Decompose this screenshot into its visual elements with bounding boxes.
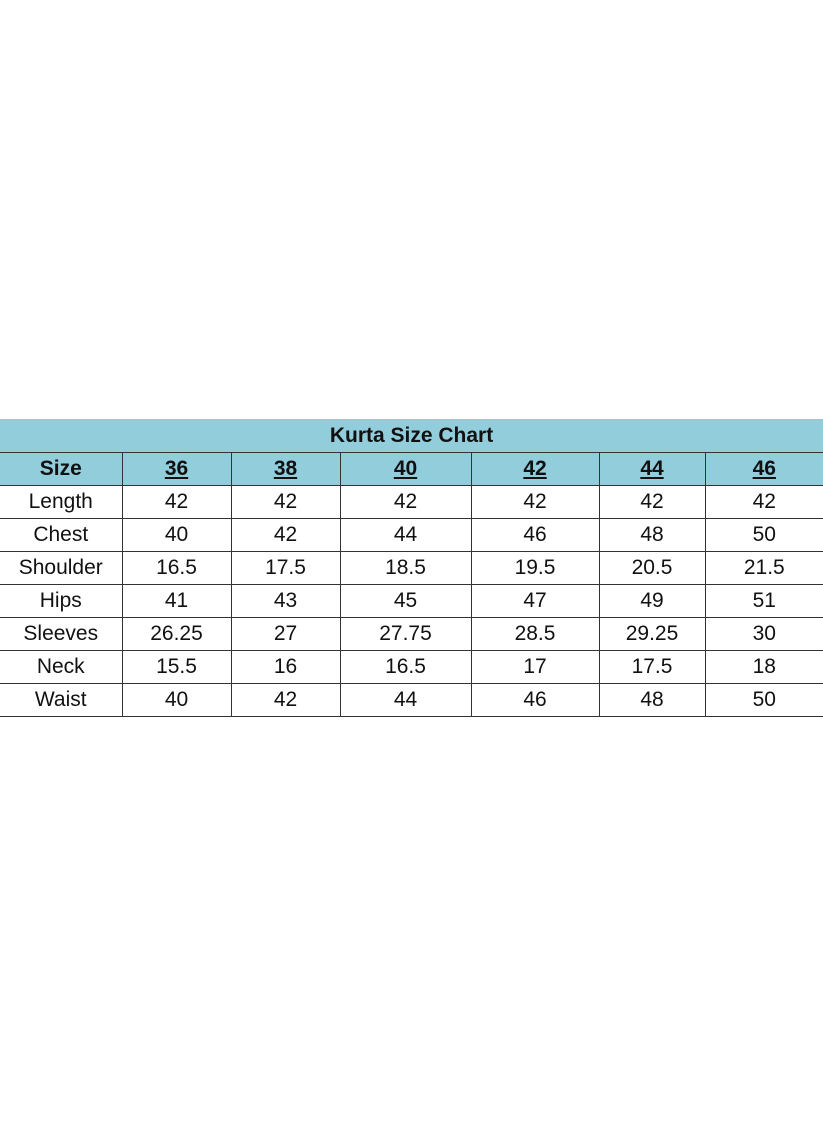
measurement-cell: 42 bbox=[230, 518, 341, 552]
measurement-cell: 15.5 bbox=[121, 650, 232, 684]
table-row: Length 42 42 42 42 42 42 bbox=[0, 485, 823, 519]
chart-title: Kurta Size Chart bbox=[0, 419, 823, 453]
measurement-label: Neck bbox=[0, 650, 123, 684]
size-header: 42 bbox=[470, 452, 600, 486]
measurement-cell: 18.5 bbox=[339, 551, 472, 585]
measurement-cell: 45 bbox=[339, 584, 472, 618]
measurement-cell: 41 bbox=[121, 584, 232, 618]
measurement-cell: 42 bbox=[339, 485, 472, 519]
measurement-cell: 44 bbox=[339, 683, 472, 717]
measurement-cell: 50 bbox=[704, 683, 823, 717]
measurement-label: Shoulder bbox=[0, 551, 123, 585]
measurement-cell: 40 bbox=[121, 683, 232, 717]
measurement-cell: 47 bbox=[470, 584, 600, 618]
measurement-cell: 17 bbox=[470, 650, 600, 684]
measurement-label: Waist bbox=[0, 683, 123, 717]
measurement-cell: 42 bbox=[230, 683, 341, 717]
measurement-cell: 21.5 bbox=[704, 551, 823, 585]
measurement-cell: 17.5 bbox=[598, 650, 706, 684]
measurement-cell: 16.5 bbox=[121, 551, 232, 585]
measurement-cell: 51 bbox=[704, 584, 823, 618]
measurement-cell: 42 bbox=[121, 485, 232, 519]
table-row: Chest 40 42 44 46 48 50 bbox=[0, 518, 823, 552]
measurement-cell: 49 bbox=[598, 584, 706, 618]
size-header: 44 bbox=[598, 452, 706, 486]
measurement-cell: 48 bbox=[598, 518, 706, 552]
table-row: Sleeves 26.25 27 27.75 28.5 29.25 30 bbox=[0, 617, 823, 651]
measurement-cell: 42 bbox=[470, 485, 600, 519]
size-chart-table: Kurta Size Chart Size 36 38 40 42 44 46 Length… bbox=[0, 419, 823, 717]
measurement-cell: 17.5 bbox=[230, 551, 341, 585]
measurement-cell: 16 bbox=[230, 650, 341, 684]
measurement-cell: 46 bbox=[470, 518, 600, 552]
measurement-cell: 27.75 bbox=[339, 617, 472, 651]
measurement-cell: 30 bbox=[704, 617, 823, 651]
header-row: Size 36 38 40 42 44 46 bbox=[0, 452, 823, 486]
measurement-cell: 50 bbox=[704, 518, 823, 552]
size-label: Size bbox=[0, 452, 123, 486]
measurement-cell: 40 bbox=[121, 518, 232, 552]
size-header: 36 bbox=[121, 452, 232, 486]
measurement-cell: 18 bbox=[704, 650, 823, 684]
measurement-cell: 43 bbox=[230, 584, 341, 618]
table-row: Neck 15.5 16 16.5 17 17.5 18 bbox=[0, 650, 823, 684]
measurement-cell: 46 bbox=[470, 683, 600, 717]
measurement-cell: 42 bbox=[704, 485, 823, 519]
measurement-cell: 19.5 bbox=[470, 551, 600, 585]
table-row: Hips 41 43 45 47 49 51 bbox=[0, 584, 823, 618]
measurement-cell: 44 bbox=[339, 518, 472, 552]
size-header: 46 bbox=[704, 452, 823, 486]
size-header: 40 bbox=[339, 452, 472, 486]
measurement-cell: 42 bbox=[230, 485, 341, 519]
table-row: Shoulder 16.5 17.5 18.5 19.5 20.5 21.5 bbox=[0, 551, 823, 585]
measurement-cell: 26.25 bbox=[121, 617, 232, 651]
table-row: Waist 40 42 44 46 48 50 bbox=[0, 683, 823, 717]
measurement-cell: 27 bbox=[230, 617, 341, 651]
measurement-cell: 29.25 bbox=[598, 617, 706, 651]
measurement-cell: 42 bbox=[598, 485, 706, 519]
size-header: 38 bbox=[230, 452, 341, 486]
measurement-cell: 16.5 bbox=[339, 650, 472, 684]
measurement-label: Chest bbox=[0, 518, 123, 552]
measurement-label: Hips bbox=[0, 584, 123, 618]
measurement-cell: 28.5 bbox=[470, 617, 600, 651]
measurement-label: Length bbox=[0, 485, 123, 519]
measurement-cell: 48 bbox=[598, 683, 706, 717]
measurement-label: Sleeves bbox=[0, 617, 123, 651]
measurement-cell: 20.5 bbox=[598, 551, 706, 585]
